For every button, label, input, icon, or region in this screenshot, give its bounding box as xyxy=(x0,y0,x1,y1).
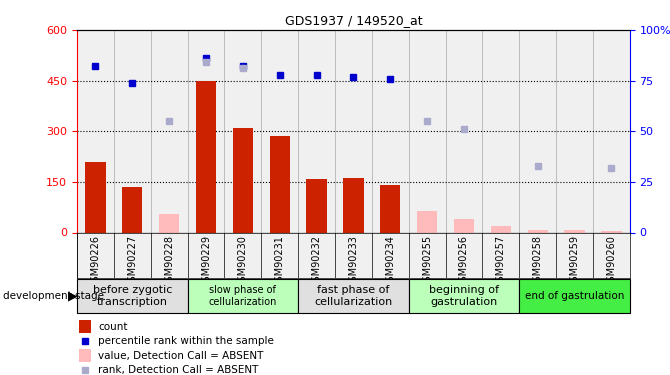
Text: before zygotic
transcription: before zygotic transcription xyxy=(92,285,172,307)
Text: value, Detection Call = ABSENT: value, Detection Call = ABSENT xyxy=(98,351,263,361)
Text: end of gastrulation: end of gastrulation xyxy=(525,291,624,301)
Text: GSM90259: GSM90259 xyxy=(570,235,580,288)
Title: GDS1937 / 149520_at: GDS1937 / 149520_at xyxy=(285,15,422,27)
Text: GSM90255: GSM90255 xyxy=(422,235,432,288)
Bar xyxy=(519,279,630,313)
Text: GSM90226: GSM90226 xyxy=(90,235,100,288)
Bar xyxy=(343,178,364,232)
Bar xyxy=(298,279,409,313)
Text: GSM90227: GSM90227 xyxy=(127,235,137,288)
Text: beginning of
gastrulation: beginning of gastrulation xyxy=(429,285,499,307)
Text: GSM90230: GSM90230 xyxy=(238,235,248,288)
Bar xyxy=(85,162,106,232)
Bar xyxy=(564,230,585,232)
Text: slow phase of
cellularization: slow phase of cellularization xyxy=(208,285,277,307)
Bar xyxy=(79,320,91,333)
Bar xyxy=(77,279,188,313)
Text: GSM90228: GSM90228 xyxy=(164,235,174,288)
Bar xyxy=(409,279,519,313)
Bar xyxy=(159,214,180,232)
Text: rank, Detection Call = ABSENT: rank, Detection Call = ABSENT xyxy=(98,365,259,375)
Text: GSM90257: GSM90257 xyxy=(496,235,506,288)
Text: GSM90229: GSM90229 xyxy=(201,235,211,288)
Text: GSM90234: GSM90234 xyxy=(385,235,395,288)
Text: count: count xyxy=(98,322,128,332)
Text: GSM90232: GSM90232 xyxy=(312,235,322,288)
Bar xyxy=(380,185,401,232)
Bar xyxy=(490,226,511,232)
Bar xyxy=(417,211,438,232)
Text: development stage: development stage xyxy=(3,291,105,301)
Bar xyxy=(196,81,216,232)
Bar xyxy=(188,279,298,313)
Bar xyxy=(269,136,290,232)
Text: ▶: ▶ xyxy=(68,290,77,303)
Text: fast phase of
cellularization: fast phase of cellularization xyxy=(314,285,393,307)
Text: GSM90233: GSM90233 xyxy=(348,235,358,288)
Text: GSM90256: GSM90256 xyxy=(459,235,469,288)
Text: GSM90258: GSM90258 xyxy=(533,235,543,288)
Text: percentile rank within the sample: percentile rank within the sample xyxy=(98,336,274,346)
Bar xyxy=(306,178,327,232)
Bar xyxy=(79,350,91,362)
Text: GSM90231: GSM90231 xyxy=(275,235,285,288)
Text: GSM90260: GSM90260 xyxy=(606,235,616,288)
Bar xyxy=(454,219,474,232)
Bar xyxy=(601,231,622,232)
Bar xyxy=(527,230,548,232)
Bar xyxy=(122,187,143,232)
Bar xyxy=(232,128,253,232)
